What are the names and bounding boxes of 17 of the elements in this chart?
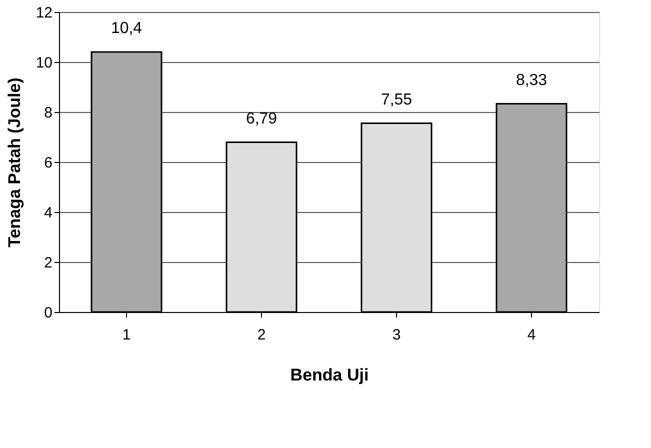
y-tick-label: 2: [44, 254, 52, 272]
x-tick-label: 4: [527, 326, 536, 344]
y-tick-label: 4: [44, 204, 52, 222]
x-axis-title: Benda Uji: [290, 366, 369, 384]
data-label: 10,4: [110, 20, 142, 37]
x-tick-label: 2: [257, 326, 266, 344]
y-tick-label: 6: [44, 154, 52, 172]
data-label: 6,79: [246, 110, 278, 128]
data-label: 7,55: [380, 91, 412, 108]
y-axis-title: Tenaga Patah (Joule): [4, 78, 24, 248]
y-tick-label: 0: [44, 304, 52, 322]
y-tick-label: 12: [36, 4, 52, 22]
x-tick-label: 1: [122, 326, 131, 344]
data-label: 8,33: [516, 72, 548, 89]
x-tick-label: 3: [392, 326, 401, 344]
y-tick-label: 10: [36, 54, 52, 72]
y-tick-label: 8: [44, 104, 52, 122]
